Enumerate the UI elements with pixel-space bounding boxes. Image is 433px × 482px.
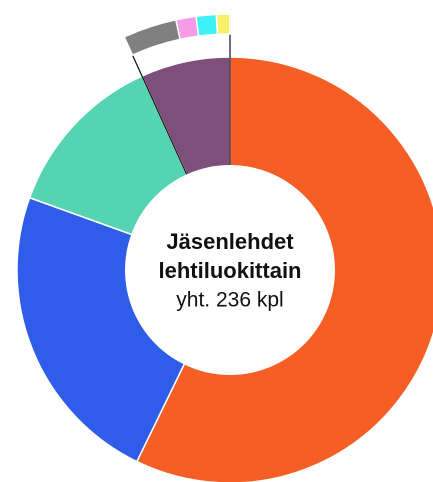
breakdown-slice: [195, 13, 219, 37]
donut-hole: [125, 165, 335, 375]
connector-line: [123, 36, 190, 180]
slices: [16, 13, 433, 482]
chart-title-line2: lehtiluokittain: [159, 258, 302, 283]
chart-subtitle: yht. 236 kpl: [176, 289, 283, 312]
chart-title: Jäsenlehdet: [166, 229, 294, 254]
breakdown-slice: [123, 18, 182, 57]
breakdown-slice: [215, 13, 231, 36]
breakdown-slice: [174, 15, 200, 41]
